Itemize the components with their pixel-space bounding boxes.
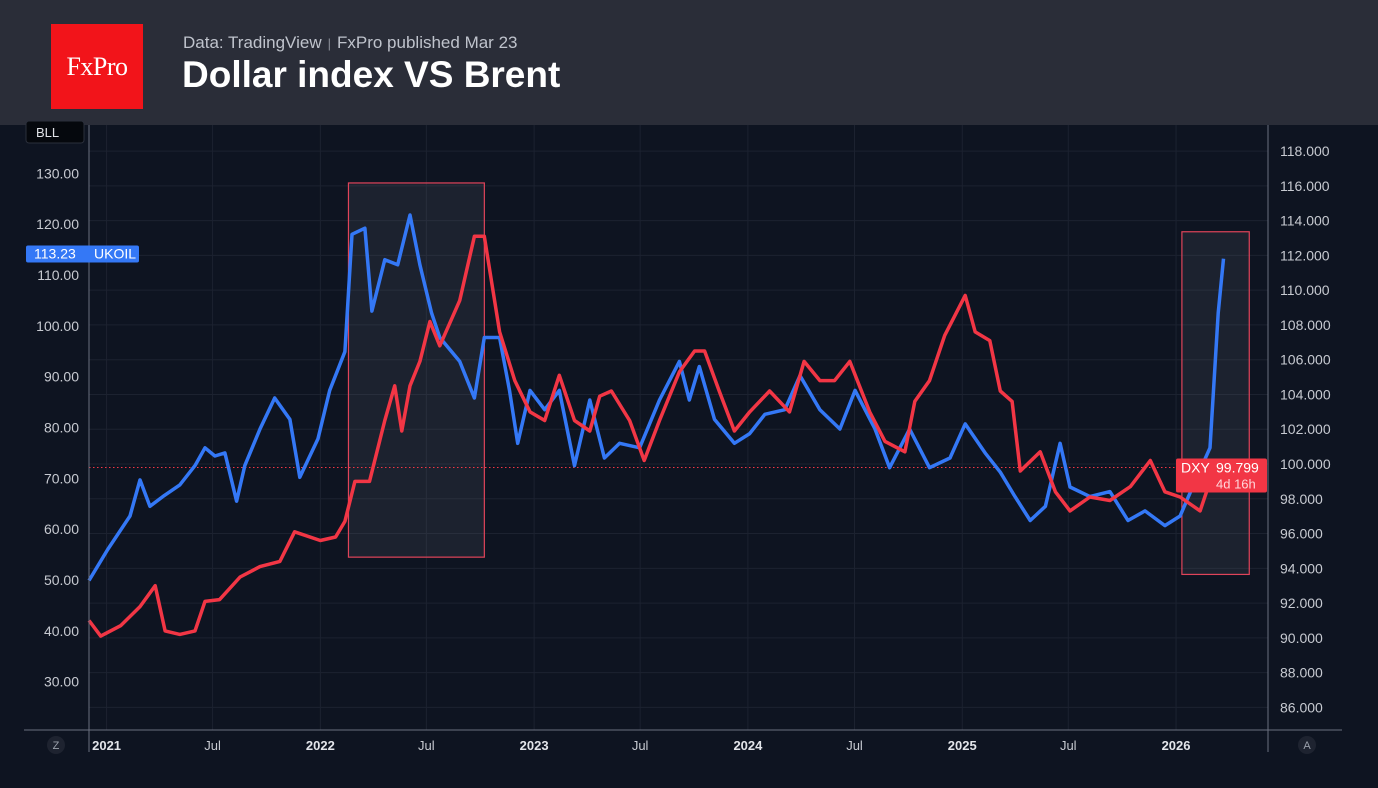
- right-tick-label: 104.000: [1280, 386, 1331, 402]
- right-tick-label: 112.000: [1280, 247, 1330, 263]
- left-tick-label: 40.00: [44, 623, 79, 639]
- right-tick-label: 108.000: [1280, 317, 1331, 333]
- subtitle: Data: TradingView | FxPro published Mar 23: [183, 33, 517, 53]
- x-tick-label: 2024: [733, 738, 763, 753]
- x-tick-label: Jul: [204, 738, 221, 753]
- left-tick-label: 130.00: [36, 165, 79, 181]
- right-tick-label: 98.000: [1280, 491, 1323, 507]
- right-tick-label: 96.000: [1280, 526, 1323, 542]
- logo-text: FxPro: [66, 51, 128, 81]
- dxy-price-label: [1176, 458, 1267, 493]
- right-tick-label: 90.000: [1280, 630, 1323, 646]
- left-tick-label: 90.00: [44, 369, 79, 385]
- right-tick-label: 100.000: [1280, 456, 1331, 472]
- published-date: FxPro published Mar 23: [337, 33, 518, 52]
- separator: |: [327, 36, 331, 51]
- right-tick-label: 114.000: [1280, 213, 1330, 229]
- left-tick-label: 100.00: [36, 318, 79, 334]
- left-axis-label: BLL: [36, 125, 59, 140]
- right-tick-label: 118.000: [1280, 143, 1330, 159]
- x-tick-label: Jul: [1060, 738, 1077, 753]
- dxy-last-value: 99.799: [1216, 460, 1259, 476]
- ukoil-last-value: 113.23: [34, 246, 76, 262]
- right-tick-label: 106.000: [1280, 352, 1331, 368]
- left-tick-label: 80.00: [44, 420, 79, 436]
- left-axis-label-box: [25, 120, 85, 144]
- right-tick-label: 86.000: [1280, 699, 1323, 715]
- left-scale-button-label: Z: [53, 740, 60, 752]
- auto-scale-button-label: A: [1303, 740, 1311, 752]
- series-line-ukoil: [87, 213, 1226, 582]
- x-tick-label: Jul: [418, 738, 435, 753]
- dxy-countdown: 4d 16h: [1216, 477, 1256, 492]
- x-tick-label: 2023: [520, 738, 549, 753]
- x-tick-label: 2021: [92, 738, 121, 753]
- ukoil-series-name: UKOIL: [94, 246, 136, 262]
- auto-scale-button[interactable]: [1298, 736, 1316, 754]
- right-tick-label: 88.000: [1280, 665, 1323, 681]
- x-tick-label: 2022: [306, 738, 335, 753]
- x-tick-label: 2026: [1162, 738, 1191, 753]
- x-tick-label: 2025: [948, 738, 977, 753]
- left-tick-label: 110.00: [37, 267, 79, 283]
- data-source: Data: TradingView: [183, 33, 322, 52]
- grid: [89, 125, 1268, 730]
- fxpro-logo: FxPro: [51, 24, 143, 109]
- dxy-series-name: DXY: [1181, 460, 1210, 476]
- x-tick-label: Jul: [632, 738, 649, 753]
- ukoil-price-label: [26, 245, 139, 263]
- series-line-dxy: [87, 234, 1225, 638]
- right-tick-label: 102.000: [1280, 421, 1331, 437]
- left-tick-label: 60.00: [44, 521, 79, 537]
- right-tick-label: 92.000: [1280, 595, 1323, 611]
- series-lines: [87, 213, 1228, 638]
- highlight-rectangle[interactable]: [1181, 231, 1250, 576]
- header: FxPro Data: TradingView | FxPro published …: [0, 0, 1378, 125]
- right-tick-label: 94.000: [1280, 560, 1323, 576]
- left-tick-label: 50.00: [44, 572, 79, 588]
- right-tick-label: 116.000: [1280, 178, 1330, 194]
- x-tick-label: Jul: [846, 738, 863, 753]
- page-title: Dollar index VS Brent: [182, 54, 561, 95]
- right-tick-label: 110.000: [1280, 282, 1330, 298]
- left-tick-label: 120.00: [36, 216, 79, 232]
- left-scale-button[interactable]: [47, 736, 65, 754]
- axes: 86.000 88.000 90.000 92.000 94.000 96.000 98.0…: [24, 120, 1342, 754]
- left-tick-label: 30.00: [44, 674, 79, 690]
- left-tick-label: 70.00: [44, 470, 79, 486]
